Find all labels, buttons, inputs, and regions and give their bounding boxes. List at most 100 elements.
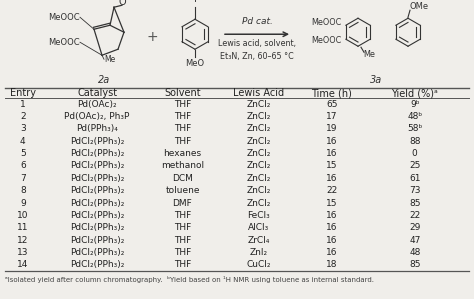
Text: Lewis Acid: Lewis Acid (233, 88, 284, 98)
Text: PdCl₂(PPh₃)₂: PdCl₂(PPh₃)₂ (70, 199, 124, 208)
Text: THF: THF (174, 211, 191, 220)
Text: 1: 1 (20, 100, 26, 109)
Text: 7: 7 (20, 174, 26, 183)
Text: 8: 8 (20, 186, 26, 195)
Text: THF: THF (174, 100, 191, 109)
Text: methanol: methanol (161, 161, 204, 170)
Text: 85: 85 (409, 199, 420, 208)
Text: OMe: OMe (410, 2, 429, 11)
Text: MeOOC: MeOOC (48, 13, 80, 22)
Text: THF: THF (174, 236, 191, 245)
Text: 48ᵇ: 48ᵇ (407, 112, 422, 121)
Text: 29: 29 (409, 223, 420, 232)
Text: 15: 15 (326, 199, 337, 208)
Text: ZnCl₂: ZnCl₂ (246, 149, 271, 158)
Text: Catalyst: Catalyst (77, 88, 117, 98)
Text: MeOOC: MeOOC (312, 18, 342, 27)
Text: PdCl₂(PPh₃)₂: PdCl₂(PPh₃)₂ (70, 186, 124, 195)
Text: PdCl₂(PPh₃)₂: PdCl₂(PPh₃)₂ (70, 174, 124, 183)
Text: ZnCl₂: ZnCl₂ (246, 124, 271, 133)
Text: I: I (193, 0, 196, 4)
Text: THF: THF (174, 248, 191, 257)
Text: FeCl₃: FeCl₃ (247, 211, 270, 220)
Text: PdCl₂(PPh₃)₂: PdCl₂(PPh₃)₂ (70, 223, 124, 232)
Text: Me: Me (363, 50, 375, 59)
Text: Yield (%)ᵃ: Yield (%)ᵃ (392, 88, 438, 98)
Text: MeOOC: MeOOC (48, 38, 80, 47)
Text: ZrCl₄: ZrCl₄ (247, 236, 270, 245)
Text: PdCl₂(PPh₃)₂: PdCl₂(PPh₃)₂ (70, 248, 124, 257)
Text: AlCl₃: AlCl₃ (248, 223, 269, 232)
Text: Entry: Entry (10, 88, 36, 98)
Text: +: + (146, 30, 158, 44)
Text: 6: 6 (20, 161, 26, 170)
Text: ᵃIsolated yield after column chromatography.  ᵇYield based on ¹H NMR using tolue: ᵃIsolated yield after column chromatogra… (5, 276, 374, 283)
Text: 2: 2 (20, 112, 26, 121)
Text: 22: 22 (409, 211, 420, 220)
Text: 12: 12 (17, 236, 28, 245)
Text: ZnCl₂: ZnCl₂ (246, 174, 271, 183)
Text: PdCl₂(PPh₃)₂: PdCl₂(PPh₃)₂ (70, 161, 124, 170)
Text: 73: 73 (409, 186, 420, 195)
Text: 3: 3 (20, 124, 26, 133)
Text: 16: 16 (326, 223, 337, 232)
Text: PdCl₂(PPh₃)₂: PdCl₂(PPh₃)₂ (70, 137, 124, 146)
Text: ZnCl₂: ZnCl₂ (246, 100, 271, 109)
Text: ZnCl₂: ZnCl₂ (246, 137, 271, 146)
Text: MeO: MeO (185, 59, 205, 68)
Text: 16: 16 (326, 137, 337, 146)
Text: Pd(PPh₃)₄: Pd(PPh₃)₄ (76, 124, 118, 133)
Text: 22: 22 (326, 186, 337, 195)
Text: 48: 48 (409, 248, 420, 257)
Text: THF: THF (174, 137, 191, 146)
Text: 5: 5 (20, 149, 26, 158)
Text: Pd(OAc)₂, Ph₃P: Pd(OAc)₂, Ph₃P (64, 112, 130, 121)
Text: Et₃N, Zn, 60–65 °C: Et₃N, Zn, 60–65 °C (220, 52, 294, 61)
Text: PdCl₂(PPh₃)₂: PdCl₂(PPh₃)₂ (70, 236, 124, 245)
Text: Pd(OAc)₂: Pd(OAc)₂ (77, 100, 117, 109)
Text: 2a: 2a (98, 75, 110, 85)
Text: PdCl₂(PPh₃)₂: PdCl₂(PPh₃)₂ (70, 260, 124, 269)
Text: 25: 25 (409, 161, 420, 170)
Text: Me: Me (104, 55, 115, 64)
Text: 4: 4 (20, 137, 26, 146)
Text: ZnCl₂: ZnCl₂ (246, 199, 271, 208)
Text: 18: 18 (326, 260, 337, 269)
Text: 58ᵇ: 58ᵇ (407, 124, 422, 133)
Text: 16: 16 (326, 211, 337, 220)
Text: 9: 9 (20, 199, 26, 208)
Text: 88: 88 (409, 137, 420, 146)
Text: 15: 15 (326, 161, 337, 170)
Text: 47: 47 (409, 236, 420, 245)
Text: 3a: 3a (370, 75, 382, 85)
Text: O: O (118, 0, 126, 7)
Text: 65: 65 (326, 100, 337, 109)
Text: ZnI₂: ZnI₂ (249, 248, 267, 257)
Text: THF: THF (174, 112, 191, 121)
Text: 16: 16 (326, 174, 337, 183)
Text: toluene: toluene (165, 186, 200, 195)
Text: 14: 14 (17, 260, 28, 269)
Text: ZnCl₂: ZnCl₂ (246, 161, 271, 170)
Text: 17: 17 (326, 112, 337, 121)
Text: 11: 11 (17, 223, 28, 232)
Text: 19: 19 (326, 124, 337, 133)
Text: Solvent: Solvent (164, 88, 201, 98)
Text: 16: 16 (326, 149, 337, 158)
Text: Time (h): Time (h) (311, 88, 352, 98)
Text: DCM: DCM (172, 174, 193, 183)
Text: PdCl₂(PPh₃)₂: PdCl₂(PPh₃)₂ (70, 211, 124, 220)
Text: Lewis acid, solvent,: Lewis acid, solvent, (218, 39, 296, 48)
Text: 85: 85 (409, 260, 420, 269)
Text: THF: THF (174, 260, 191, 269)
Text: CuCl₂: CuCl₂ (246, 260, 271, 269)
Text: ZnCl₂: ZnCl₂ (246, 186, 271, 195)
Text: 13: 13 (17, 248, 28, 257)
Text: 0: 0 (412, 149, 418, 158)
Text: DMF: DMF (173, 199, 192, 208)
Text: 9ᵇ: 9ᵇ (410, 100, 419, 109)
Text: PdCl₂(PPh₃)₂: PdCl₂(PPh₃)₂ (70, 149, 124, 158)
Text: THF: THF (174, 223, 191, 232)
Text: MeOOC: MeOOC (312, 36, 342, 45)
Text: 16: 16 (326, 248, 337, 257)
